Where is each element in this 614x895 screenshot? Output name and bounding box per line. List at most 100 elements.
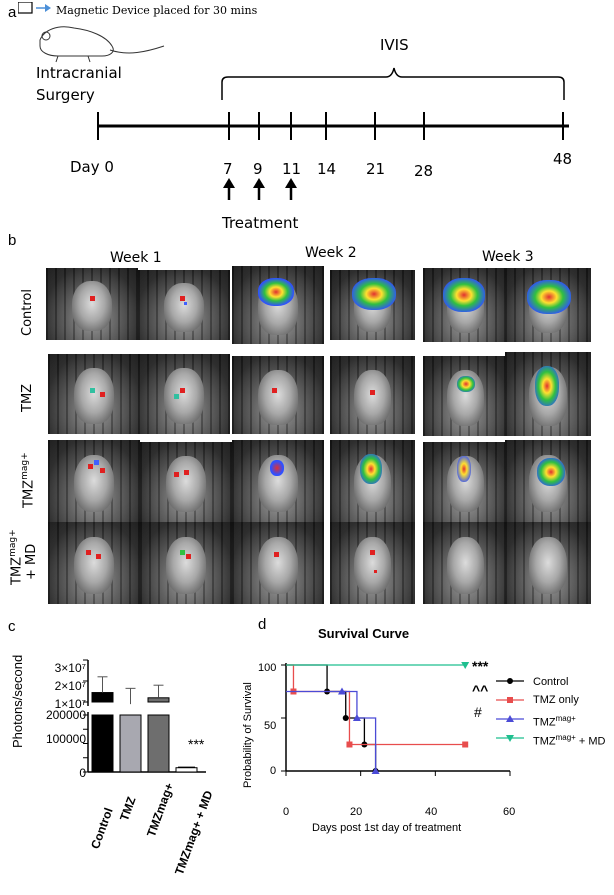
ivis-image (48, 440, 140, 522)
data-point (342, 715, 349, 721)
y-tick-label: 0 (270, 765, 277, 777)
ivis-image (48, 522, 140, 604)
ivis-image (505, 268, 591, 342)
week-label: Week 3 (482, 249, 534, 265)
ivis-image (505, 440, 591, 522)
legend-label-base: TMZ (533, 735, 556, 748)
ivis-image (138, 270, 230, 340)
legend-label-suffix: + MD (578, 735, 606, 748)
mouse-icon (18, 2, 165, 63)
timeline (97, 67, 569, 200)
ivis-image (140, 442, 232, 522)
data-point (371, 767, 380, 774)
magnetic-note: Magnetic Device placed for 30 mins (56, 4, 258, 17)
y-tick-label: 50 (264, 720, 277, 732)
panel-b-letter: b (8, 232, 17, 249)
x-tick-label: 40 (425, 806, 438, 818)
ivis-image (330, 270, 415, 340)
legend-label: TMZ only (533, 694, 579, 706)
ivis-image (140, 522, 232, 604)
x-tick-label: 60 (503, 806, 516, 818)
y-tick-label: 0 (79, 766, 86, 780)
significance-mark: # (474, 704, 482, 720)
legend-label-sup: mag+ (555, 733, 576, 742)
y-tick-label: 3×10⁷ (54, 661, 86, 675)
panel-a-letter: a (8, 4, 17, 21)
row-label-tmz: TMZ (20, 383, 35, 412)
legend-label-base: TMZ (533, 716, 556, 729)
row-label-tmzmag-md: TMZmag+ (8, 529, 24, 585)
legend-marker (506, 735, 514, 742)
series-line (286, 690, 377, 771)
ivis-image (232, 522, 324, 604)
legend-marker (507, 697, 513, 703)
day-tick-label: 21 (366, 160, 386, 178)
ivis-image (46, 268, 138, 340)
row-label-tmzmag: TMZmag+ (20, 452, 36, 508)
chart-title: Survival Curve (318, 626, 410, 641)
ivis-image (423, 356, 508, 436)
day-tick-label: 48 (553, 150, 573, 168)
week-label: Week 2 (305, 245, 357, 261)
data-point (346, 741, 353, 748)
ivis-image (232, 266, 324, 344)
row-label-tmzmag-md-base: TMZ (9, 556, 25, 585)
x-tick-label: 20 (350, 806, 363, 818)
bar (147, 714, 170, 773)
x-axis-label: Days post 1st day of treatment (312, 822, 462, 834)
bar (175, 767, 198, 773)
survival-chart (281, 662, 524, 776)
legend-marker (506, 715, 514, 722)
week-label: Week 1 (110, 250, 162, 266)
day0-label: Day 0 (70, 158, 114, 176)
legend-label: Control (533, 676, 569, 688)
ivis-image (330, 356, 415, 434)
bar-chart (83, 659, 206, 773)
legend-marker (507, 678, 513, 684)
surgery-label-line2: Surgery (36, 86, 95, 104)
x-tick-label: 0 (283, 806, 290, 818)
row-label-md-suffix: + MD (24, 543, 39, 580)
ivis-image (48, 354, 140, 434)
ivis-image (232, 440, 324, 522)
data-point (461, 662, 470, 669)
day-tick-label: 28 (414, 162, 434, 180)
bar (91, 714, 114, 773)
y-tick-label: 2×10⁷ (54, 679, 86, 693)
ivis-image (330, 440, 415, 522)
panel-d-letter: d (258, 616, 267, 633)
y-tick-label: 100 (258, 662, 277, 674)
ivis-image (423, 442, 508, 522)
panel-c-letter: c (8, 618, 16, 635)
legend-label-sup: mag+ (555, 714, 576, 723)
day-tick-label: 9 (253, 160, 263, 178)
ivis-image (505, 522, 591, 604)
data-point (462, 741, 469, 748)
surgery-label-line1: Intracranial (36, 64, 122, 82)
y-tick-label: 200000 (45, 708, 86, 722)
significance-mark: ^^ (472, 682, 489, 698)
ivis-image (232, 356, 324, 434)
data-point (338, 687, 346, 695)
ivis-image (423, 522, 508, 604)
ivis-image (423, 268, 508, 342)
treatment-label: Treatment (222, 214, 299, 232)
significance-mark: *** (188, 736, 205, 752)
y-tick-label: 100000 (45, 732, 86, 746)
bar (119, 714, 142, 773)
day-tick-label: 14 (317, 160, 337, 178)
ivis-image (505, 352, 591, 436)
ivis-image (330, 522, 415, 604)
y-tick-label: 1×10⁷ (54, 697, 86, 711)
day-tick-label: 11 (282, 160, 302, 178)
row-label-tmzmag-base: TMZ (21, 479, 37, 508)
legend-label: TMZmag+ + MD (533, 733, 606, 748)
row-label-control: Control (20, 289, 35, 336)
row-label-tmzmag-sup: mag+ (20, 452, 30, 480)
significance-mark: *** (472, 658, 489, 674)
row-label-tmzmag-md-sup: mag+ (8, 529, 18, 557)
ivis-image (138, 354, 230, 434)
legend-label: TMZmag+ (533, 714, 576, 729)
day-tick-label: 7 (223, 160, 233, 178)
ivis-label: IVIS (380, 36, 409, 54)
